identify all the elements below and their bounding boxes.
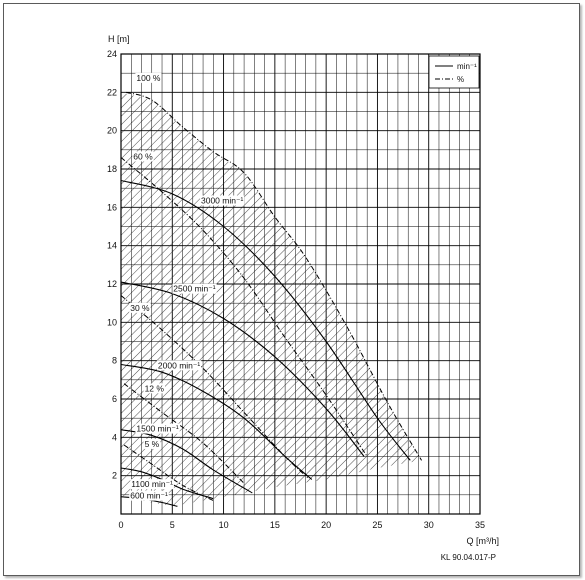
y-tick-label: 22	[107, 87, 117, 97]
x-tick-label: 35	[475, 520, 485, 530]
efficiency-curve-label-3-background	[143, 383, 165, 394]
y-axis-label: H [m]	[108, 34, 130, 44]
legend-box	[428, 55, 480, 89]
efficiency-curve-label-4-background	[143, 438, 161, 449]
y-tick-label: 8	[112, 356, 117, 366]
speed-curve-label-4: 1100 min⁻¹	[131, 479, 173, 489]
speed-curve-label-5-background	[129, 490, 169, 501]
chart-frame: 3000 min⁻¹ 2500 min⁻¹ 2000 min⁻¹ 1500 min⁻¹…	[3, 3, 580, 576]
efficiency-curve-0	[125, 91, 422, 461]
speed-curve-label-2-background	[156, 360, 202, 371]
speed-curve-label-3: 1500 min⁻¹	[136, 424, 178, 434]
legend-label-speed: min⁻¹	[457, 62, 477, 71]
y-tick-label: 10	[107, 317, 117, 327]
efficiency-curve-label-4: 5 %	[145, 439, 160, 449]
efficiency-curve-4	[123, 444, 214, 502]
x-tick-label: 5	[170, 520, 175, 530]
speed-curve-label-4-background	[130, 479, 174, 490]
y-tick-label: 2	[112, 471, 117, 481]
x-tick-label: 30	[424, 520, 434, 530]
legend: min⁻¹ %	[428, 55, 480, 89]
y-tick-label: 16	[107, 202, 117, 212]
x-tick-label: 25	[372, 520, 382, 530]
y-tick-label: 18	[107, 164, 117, 174]
efficiency-curve-label-0-background	[135, 72, 162, 83]
x-tick-label: 15	[270, 520, 280, 530]
y-tick-label: 14	[107, 241, 117, 251]
speed-curve-label-3-background	[135, 423, 180, 434]
efficiency-curve-1	[120, 157, 368, 457]
drawing-reference: KL 90.04.017-P	[441, 553, 496, 562]
hatched-operating-region	[121, 92, 422, 507]
efficiency-curve-3	[123, 383, 245, 484]
efficiency-curve-label-0: 100 %	[136, 73, 161, 83]
efficiency-curve-label-2: 30 %	[130, 303, 150, 313]
efficiency-curve-label-1-background	[132, 151, 154, 162]
curve-labels: 3000 min⁻¹ 2500 min⁻¹ 2000 min⁻¹ 1500 min⁻¹…	[129, 72, 245, 501]
y-tick-label: 12	[107, 279, 117, 289]
efficiency-curve-2	[120, 295, 309, 478]
speed-curve-1	[120, 281, 365, 457]
efficiency-curve-label-3: 12 %	[145, 383, 165, 393]
y-tick-label: 20	[107, 126, 117, 136]
y-tick-label: 6	[112, 394, 117, 404]
speed-curve-label-1: 2500 min⁻¹	[173, 284, 215, 294]
speed-curve-label-5: 600 min⁻¹	[130, 491, 168, 501]
y-tick-label: 24	[107, 49, 117, 59]
x-tick-label: 20	[321, 520, 331, 530]
speed-curve-label-2: 2000 min⁻¹	[158, 360, 200, 370]
pump-performance-chart: 3000 min⁻¹ 2500 min⁻¹ 2000 min⁻¹ 1500 min⁻¹…	[107, 34, 499, 562]
speed-curve-label-0: 3000 min⁻¹	[201, 196, 243, 206]
x-axis-label: Q [m³/h]	[466, 536, 499, 546]
efficiency-curve-label-2-background	[129, 302, 151, 313]
plot-border	[120, 53, 481, 515]
speed-curve-label-1-background	[172, 283, 217, 294]
x-tick-label: 0	[118, 520, 123, 530]
legend-label-efficiency: %	[457, 75, 464, 84]
x-tick-label: 10	[219, 520, 229, 530]
y-tick-label: 4	[112, 432, 117, 442]
efficiency-curve-label-1: 60 %	[133, 151, 153, 161]
speed-curve-0	[120, 179, 411, 461]
speed-curve-label-0-background	[200, 195, 245, 206]
efficiency-curves	[120, 91, 422, 502]
